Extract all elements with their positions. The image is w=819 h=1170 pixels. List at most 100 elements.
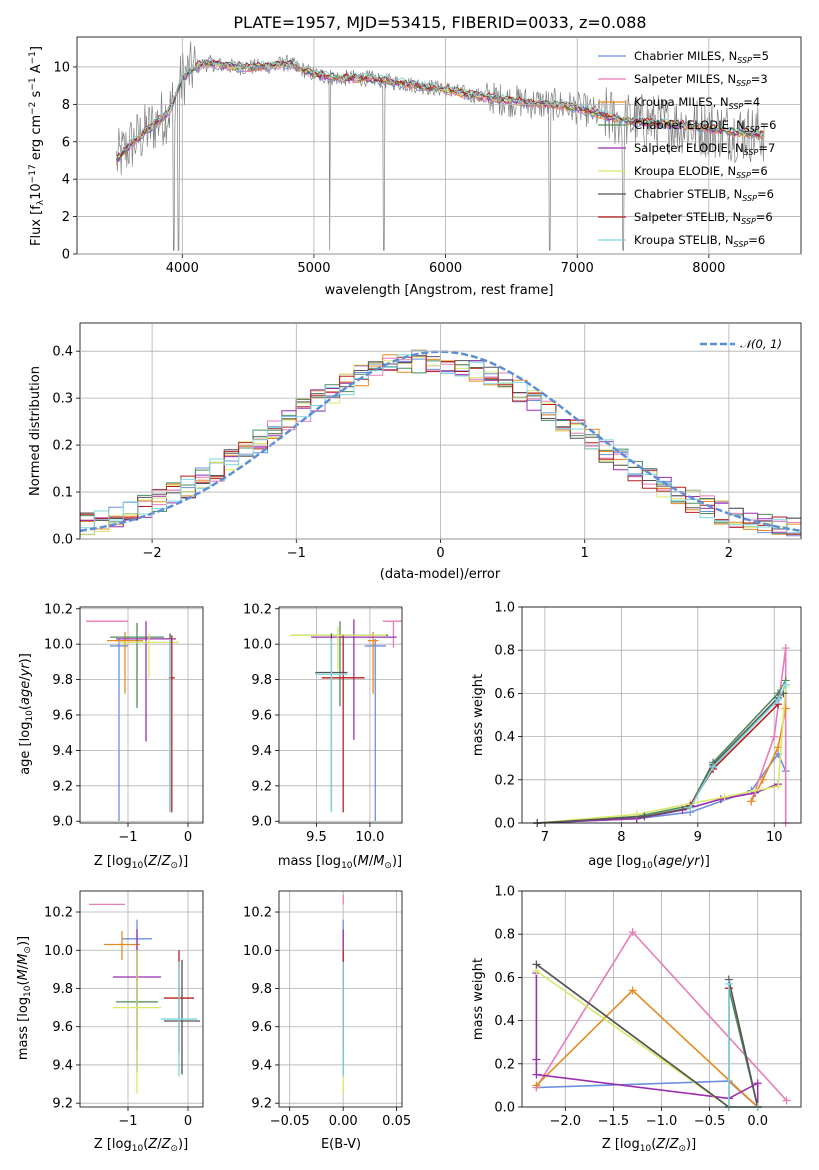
mass-vs-ebv-xtick-label: 0.05 xyxy=(382,1114,411,1129)
weight-vs-z-xlabel: Z [log10(Z/Z⊙)] xyxy=(602,1137,696,1154)
weight-vs-z-xtick-label: −1.5 xyxy=(598,1114,630,1129)
weight-vs-z-ytick-label: 0.2 xyxy=(494,1057,515,1072)
mass-vs-ebv-xtick-label: 0.00 xyxy=(329,1114,358,1129)
weight-marker xyxy=(532,1070,541,1079)
spectrum-ytick-label: 0 xyxy=(62,248,70,263)
weight-marker xyxy=(774,695,783,704)
residuals-xtick-label: −2 xyxy=(143,546,162,561)
weight-marker xyxy=(532,960,541,969)
weight-marker xyxy=(781,704,790,713)
age-vs-mass-xtick-label: 10.0 xyxy=(355,830,384,845)
age-vs-z-ytick-label: 10.2 xyxy=(44,602,73,617)
legend-entry: Kroupa STELIB, NSSP=6 xyxy=(634,233,765,249)
weight-marker xyxy=(724,979,733,988)
weight-line xyxy=(535,963,759,1109)
spectrum-title: PLATE=1957, MJD=53415, FIBERID=0033, z=0… xyxy=(233,13,646,32)
weight-vs-age-xtick-label: 7 xyxy=(541,830,549,845)
age-vs-mass-ytick-label: 9.2 xyxy=(251,779,272,794)
weight-marker xyxy=(532,1081,541,1090)
residuals-ytick-label: 0.3 xyxy=(52,392,73,407)
mass-vs-ebv-frame xyxy=(278,890,403,1108)
mass-vs-z-xtick-label: 0 xyxy=(184,1114,192,1129)
weight-marker xyxy=(628,986,637,995)
mass-vs-z-ytick-label: 10.0 xyxy=(44,944,73,959)
mass-vs-ebv-panel: −0.05 0.00 0.05 9.2 9.4 9.6 9.8 10.0 10.2 xyxy=(243,890,411,1129)
weight-vs-age-xlabel: age [log10(age/yr)] xyxy=(588,854,710,871)
mass-vs-ebv-ytick-label: 9.8 xyxy=(251,982,272,997)
age-vs-mass-ytick-label: 9.6 xyxy=(251,709,272,724)
spectrum-xtick-label: 6000 xyxy=(429,261,462,276)
weight-marker xyxy=(781,644,790,653)
weight-line xyxy=(689,684,787,809)
spectrum-ytick-label: 4 xyxy=(62,173,70,188)
weight-vs-z-xtick-label: −2.0 xyxy=(550,1114,582,1129)
mass-vs-z-frame xyxy=(79,890,204,1108)
mass-vs-ebv-ytick-label: 9.6 xyxy=(251,1020,272,1035)
residuals-ytick-label: 0.4 xyxy=(52,345,73,360)
spectrum-model-line xyxy=(116,57,764,158)
legend-entry: Salpeter MILES, NSSP=3 xyxy=(634,72,768,88)
weight-marker xyxy=(782,1096,791,1105)
age-vs-mass-xtick-label: 9.5 xyxy=(306,830,327,845)
legend-entry: Salpeter ELODIE, NSSP=7 xyxy=(634,141,775,157)
residuals-xtick-label: −1 xyxy=(287,546,306,561)
age-vs-z-ytick-label: 9.6 xyxy=(52,709,73,724)
weight-vs-z-ytick-label: 0.6 xyxy=(494,971,515,986)
weight-line xyxy=(689,703,779,807)
age-vs-z-panel: −1 0 9.0 9.2 9.4 9.6 9.8 10.0 10.2 xyxy=(44,602,204,845)
weight-marker xyxy=(532,1055,541,1064)
weight-vs-age-panel: 7 8 9 10 0.0 0.2 0.4 0.6 0.8 1.0 xyxy=(494,601,802,845)
residuals-xtick-label: 0 xyxy=(436,546,444,561)
residuals-panel: −2 −1 0 1 2 0.0 0.1 0.2 0.3 0.4 (data-model)/erro… xyxy=(28,322,802,582)
weight-line xyxy=(537,686,787,824)
mass-vs-ebv-ytick-label: 10.0 xyxy=(243,944,272,959)
mass-vs-ebv-ytick-label: 9.4 xyxy=(251,1058,272,1073)
weight-vs-age-xtick-label: 8 xyxy=(617,830,625,845)
spectrum-xtick-label: 5000 xyxy=(297,261,330,276)
age-vs-z-points xyxy=(86,620,179,822)
spectrum-xlabel: wavelength [Angstrom, rest frame] xyxy=(325,283,554,298)
weight-line xyxy=(750,647,787,823)
weight-vs-age-xtick-label: 9 xyxy=(694,830,702,845)
mass-vs-z-xtick-label: −1 xyxy=(118,1114,137,1129)
mass-vs-ebv-xtick-label: −0.05 xyxy=(270,1114,310,1129)
mass-vs-z-ylabel: mass [log10(M/M⊙)] xyxy=(16,936,33,1060)
weight-marker xyxy=(770,732,779,741)
weight-vs-z-panel: −2.0 −1.5 −1.0 −0.5 0.0 0.0 0.2 0.4 0.6 0.8 1.0 xyxy=(494,885,802,1129)
spectrum-ytick-label: 6 xyxy=(62,135,70,150)
age-vs-mass-frame xyxy=(278,606,403,824)
residuals-ylabel: Normed distribution xyxy=(28,366,43,496)
age-vs-mass-ytick-label: 9.0 xyxy=(251,815,272,830)
weight-marker xyxy=(774,782,783,791)
weight-vs-age-ytick-label: 0.4 xyxy=(494,730,515,745)
weight-vs-z-ytick-label: 0.4 xyxy=(494,1014,515,1029)
age-vs-z-ytick-label: 9.8 xyxy=(52,673,73,688)
spectrum-ylabel: Flux [fλ10−17 erg cm−2 s−1 A−1] xyxy=(28,46,46,246)
weight-vs-z-ytick-label: 0.0 xyxy=(494,1101,515,1116)
age-vs-z-ytick-label: 9.0 xyxy=(52,815,73,830)
weight-marker xyxy=(709,762,718,771)
residuals-xlabel: (data-model)/error xyxy=(380,567,501,582)
age-vs-z-frame xyxy=(79,606,204,824)
age-vs-mass-panel: 9.5 10.0 9.0 9.2 9.4 9.6 9.8 10.0 10.2 xyxy=(243,602,403,845)
spectrum-xtick-label: 7000 xyxy=(561,261,594,276)
legend-entry: Chabrier STELIB, NSSP=6 xyxy=(634,187,774,203)
age-vs-mass-points xyxy=(289,619,402,822)
weight-vs-z-xtick-label: −1.0 xyxy=(646,1114,678,1129)
weight-marker xyxy=(628,928,637,937)
weight-vs-age-ytick-label: 0.2 xyxy=(494,773,515,788)
residuals-ytick-label: 0.1 xyxy=(52,486,73,501)
residuals-xtick-label: 2 xyxy=(725,546,733,561)
weight-marker xyxy=(751,786,760,795)
mass-vs-z-panel: −1 0 9.2 9.4 9.6 9.8 10.0 10.2 xyxy=(44,890,204,1129)
weight-line xyxy=(537,783,779,824)
mass-vs-z-ytick-label: 9.2 xyxy=(52,1097,73,1112)
weight-vs-age-frame xyxy=(521,606,802,824)
spectrum-xtick-label: 8000 xyxy=(692,261,725,276)
legend-entry: Kroupa ELODIE, NSSP=6 xyxy=(634,164,768,180)
age-vs-z-ylabel: age [log10(age/yr)] xyxy=(18,653,35,775)
age-vs-mass-ytick-label: 10.0 xyxy=(243,638,272,653)
weight-vs-age-xtick-label: 10 xyxy=(766,830,783,845)
mass-vs-z-points xyxy=(89,903,200,1094)
